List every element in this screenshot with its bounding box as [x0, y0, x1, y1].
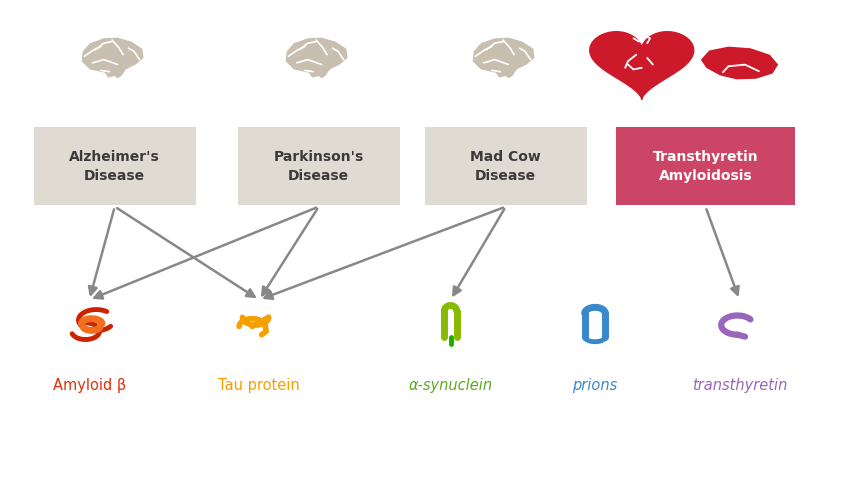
Text: transthyretin: transthyretin [692, 378, 787, 393]
FancyBboxPatch shape [34, 128, 196, 206]
Polygon shape [82, 38, 144, 78]
Polygon shape [473, 38, 535, 78]
Text: α-synuclein: α-synuclein [409, 378, 492, 393]
Polygon shape [590, 32, 694, 99]
Text: Tau protein: Tau protein [218, 378, 300, 393]
Polygon shape [286, 38, 348, 78]
Text: Mad Cow
Disease: Mad Cow Disease [470, 150, 541, 183]
FancyBboxPatch shape [425, 128, 586, 206]
Text: Amyloid β: Amyloid β [53, 378, 126, 393]
Polygon shape [700, 47, 778, 80]
Text: Alzheimer's
Disease: Alzheimer's Disease [70, 150, 160, 183]
FancyBboxPatch shape [616, 128, 795, 206]
Text: Transthyretin
Amyloidosis: Transthyretin Amyloidosis [653, 150, 758, 183]
Text: Parkinson's
Disease: Parkinson's Disease [274, 150, 364, 183]
FancyBboxPatch shape [238, 128, 400, 206]
Text: prions: prions [572, 378, 618, 393]
